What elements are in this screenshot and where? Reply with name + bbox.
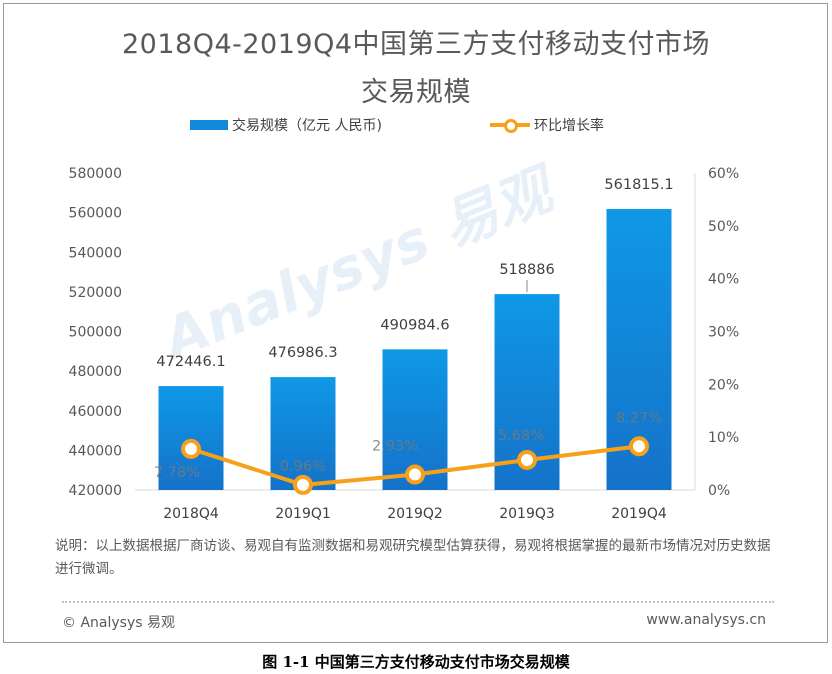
chart-title-line2: 交易规模: [361, 77, 471, 108]
footnote: 说明：以上数据根据厂商访谈、易观自有监测数据和易观研究模型估算获得，易观将根据掌…: [55, 538, 771, 577]
line-value-label: 2.93%: [372, 439, 418, 455]
y-left-tick-label: 440000: [69, 443, 122, 459]
x-tick-label: 2019Q1: [275, 506, 331, 522]
chart-frame: [3, 3, 828, 643]
y-left-tick-label: 520000: [69, 285, 122, 301]
y-right-tick-label: 60%: [708, 166, 739, 182]
y-left-tick-label: 480000: [69, 364, 122, 380]
bar-value-label: 518886: [499, 262, 554, 278]
line-value-label: 0.96%: [280, 459, 326, 475]
y-left-tick-label: 420000: [69, 483, 122, 499]
x-tick-label: 2019Q4: [611, 506, 667, 522]
x-tick-label: 2019Q3: [499, 506, 555, 522]
bar-value-label: 490984.6: [380, 317, 449, 333]
growth-rate-point: [293, 474, 313, 495]
legend-line-swatch: [490, 118, 530, 133]
legend-bar-swatch: [190, 120, 228, 130]
line-value-label: 7.78%: [154, 465, 200, 481]
y-left-tick-label: 500000: [69, 325, 122, 341]
legend-line-label: 环比增长率: [534, 118, 604, 134]
y-right-tick-label: 0%: [708, 483, 730, 499]
growth-rate-point: [517, 449, 537, 470]
bar-value-label: 472446.1: [156, 354, 225, 370]
y-right-tick-label: 50%: [708, 219, 739, 235]
growth-rate-point: [405, 464, 425, 485]
website-link[interactable]: www.analysys.cn: [646, 612, 766, 628]
footer-divider: [62, 601, 774, 603]
x-tick-label: 2019Q2: [387, 506, 443, 522]
growth-rate-point: [181, 438, 201, 459]
y-left-tick-label: 460000: [69, 404, 122, 420]
line-value-label: 8.27%: [616, 410, 662, 426]
y-right-tick-label: 30%: [708, 325, 739, 341]
y-right-tick-label: 40%: [708, 272, 739, 288]
legend-item-bar: 交易规模（亿元 人民币): [190, 116, 382, 134]
y-left-tick-label: 560000: [69, 206, 122, 222]
bar: [158, 386, 224, 490]
bar-value-label: 561815.1: [604, 177, 673, 193]
growth-rate-point: [629, 436, 649, 457]
bar-value-label: 476986.3: [268, 345, 337, 361]
chart-title-line1: 2018Q4-2019Q4中国第三方支付移动支付市场: [121, 29, 711, 60]
legend-item-line: 环比增长率: [490, 116, 604, 134]
y-left-tick-label: 580000: [69, 166, 122, 182]
y-right-tick-label: 20%: [708, 377, 739, 393]
y-right-tick-label: 10%: [708, 430, 739, 446]
bar: [270, 377, 336, 490]
legend-bar-label: 交易规模（亿元 人民币): [232, 118, 382, 134]
line-value-label: 5.68%: [498, 428, 544, 444]
y-left-tick-label: 540000: [69, 245, 122, 261]
copyright-text: © Analysys 易观: [62, 615, 175, 631]
figure-caption: 图 1-1 中国第三方支付移动支付市场交易规模: [262, 653, 570, 671]
x-tick-label: 2018Q4: [163, 506, 219, 522]
